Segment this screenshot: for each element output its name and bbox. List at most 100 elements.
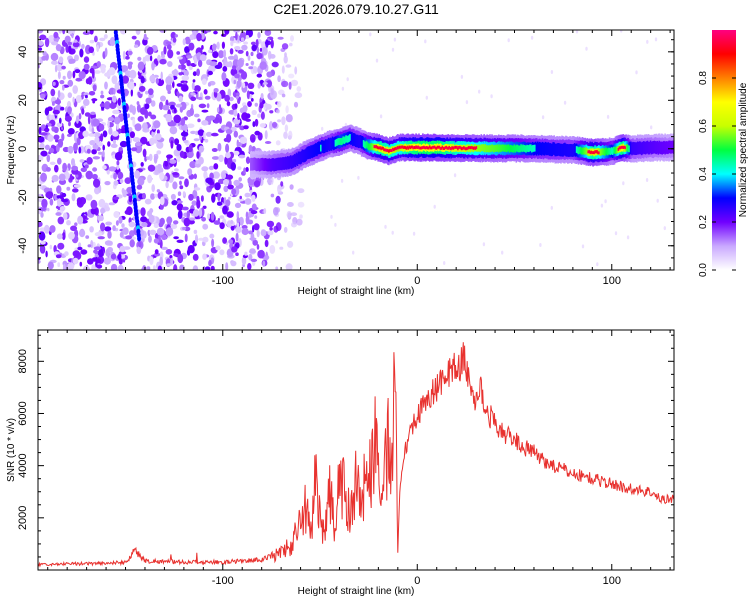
ridge-cell [549,143,552,156]
noise-speck [88,125,93,132]
ridge-cell [425,146,427,150]
ridge-cell [364,141,367,149]
noise-speck [229,48,234,55]
noise-speck [243,125,249,130]
noise-speck [135,142,142,146]
noise-speck [233,109,238,117]
noise-speck [169,159,177,164]
ridge-cell [451,146,453,149]
noise-speck [501,250,504,255]
noise-speck [83,56,90,63]
ridge-cell [536,141,539,155]
ridge-cell [649,140,652,154]
noise-speck [92,167,98,172]
noise-speck [84,164,89,169]
ridge-cell [668,140,670,154]
noise-speck [55,139,59,143]
noise-speck [209,61,217,67]
noise-speck [157,163,162,169]
ridge-cell [523,145,525,152]
ridge-cell [482,144,484,151]
noise-speck [172,172,179,176]
ridge-cell [463,146,466,150]
noise-speck [585,46,588,51]
noise-speck [114,151,123,161]
ridge-cell [495,144,497,152]
ridge-cell [428,144,431,152]
noise-speck [182,206,189,211]
ridge-cell [513,144,516,152]
noise-speck [219,215,225,219]
colorbar-tick-label: 0.2 [698,215,709,229]
noise-speck [91,264,96,270]
noise-speck [193,138,200,142]
ridge-cell [663,140,665,154]
noise-speck [77,246,83,251]
noise-speck [54,164,59,173]
noise-speck [177,210,183,220]
ridge-cell [372,143,375,151]
ridge-cell [277,157,279,171]
ridge-cell [268,158,271,171]
noise-speck [159,58,167,65]
noise-speck [138,85,146,92]
noise-speck [127,113,130,118]
ridge-cell [530,144,532,152]
noise-speck [203,131,206,140]
noise-speck [62,212,68,220]
noise-speck [96,258,101,264]
noise-speck [248,66,254,70]
noise-speck [48,147,55,154]
noise-speck [241,44,248,51]
ridge-cell [441,145,444,149]
ridge-cell [295,152,298,166]
noise-speck [192,253,199,261]
ridge-cell [452,146,454,150]
ridge-cell [439,147,442,150]
noise-speck [142,38,148,46]
ridge-cell [484,144,486,151]
noise-speck [128,81,135,90]
noise-speck [198,145,204,153]
ridge-cell [646,140,649,154]
noise-speck [179,185,184,190]
noise-speck [127,50,133,56]
noise-speck [204,266,211,270]
ridge-cell [357,135,360,149]
noise-speck [68,30,76,35]
noise-speck [38,155,44,162]
noise-speck [92,118,100,127]
ridge-cell [519,145,521,153]
noise-speck [137,61,145,71]
ridge-cell [391,149,393,152]
noise-speck [165,249,173,255]
noise-speck [57,90,61,98]
noise-speck [106,97,114,101]
noise-speck [244,251,248,256]
noise-speck [153,238,159,244]
ridge-cell [445,145,448,149]
noise-speck [239,195,242,200]
noise-speck [122,189,128,198]
noise-speck [98,184,102,193]
ridge-cell [428,145,431,149]
noise-speck [96,44,100,53]
noise-speck [41,198,48,209]
noise-speck [56,195,61,199]
x-tick-label: 100 [603,575,621,587]
noise-speck [231,246,238,253]
noise-speck [181,75,190,81]
noise-speck [49,161,56,165]
noise-speck [606,114,610,119]
ridge-cell [480,144,483,152]
noise-speck [237,49,244,54]
noise-speck [196,151,200,159]
noise-speck [234,89,238,93]
y-tick-label: -20 [17,189,29,205]
noise-speck [90,207,97,215]
noise-speck [85,194,93,201]
noise-speck [235,31,238,41]
noise-speck [210,265,215,270]
noise-speck [157,265,162,270]
noise-speck [277,184,282,194]
